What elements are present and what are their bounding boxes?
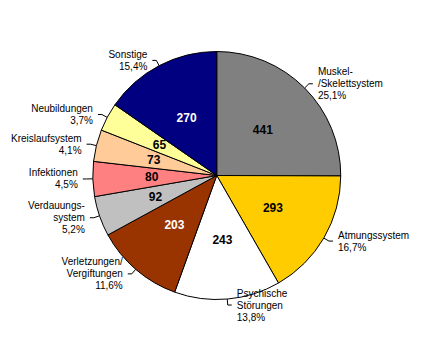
svg-text:Störungen: Störungen <box>237 300 283 311</box>
svg-text:4,1%: 4,1% <box>59 145 82 156</box>
svg-text:Sonstige: Sonstige <box>108 49 147 60</box>
svg-text:4,5%: 4,5% <box>55 179 78 190</box>
svg-text:11,6%: 11,6% <box>95 280 123 291</box>
svg-text:15,4%: 15,4% <box>119 61 147 72</box>
svg-text:/Skelettsystem: /Skelettsystem <box>318 78 383 89</box>
svg-text:Atmungssystem: Atmungssystem <box>338 230 409 241</box>
svg-text:65: 65 <box>153 138 167 152</box>
svg-text:Muskel-: Muskel- <box>318 66 353 77</box>
svg-text:system: system <box>53 212 85 223</box>
svg-text:Kreislaufsystem: Kreislaufsystem <box>11 133 82 144</box>
svg-text:73: 73 <box>147 153 161 167</box>
svg-text:80: 80 <box>145 170 159 184</box>
svg-text:243: 243 <box>212 233 232 247</box>
svg-text:Psychische: Psychische <box>237 288 288 299</box>
svg-text:Neubildungen: Neubildungen <box>31 103 93 114</box>
svg-text:293: 293 <box>263 201 283 215</box>
svg-text:13,8%: 13,8% <box>237 312 265 323</box>
svg-text:Verletzungen/: Verletzungen/ <box>62 256 123 267</box>
svg-text:5,2%: 5,2% <box>62 224 85 235</box>
svg-text:Infektionen: Infektionen <box>29 167 78 178</box>
svg-text:Verdauungs-: Verdauungs- <box>28 200 85 211</box>
svg-text:270: 270 <box>177 111 197 125</box>
svg-text:441: 441 <box>253 123 273 137</box>
svg-text:203: 203 <box>164 218 184 232</box>
svg-text:Vergiftungen: Vergiftungen <box>67 268 123 279</box>
svg-text:92: 92 <box>149 190 163 204</box>
svg-text:16,7%: 16,7% <box>338 242 366 253</box>
svg-text:25,1%: 25,1% <box>318 90 346 101</box>
svg-text:3,7%: 3,7% <box>70 115 93 126</box>
